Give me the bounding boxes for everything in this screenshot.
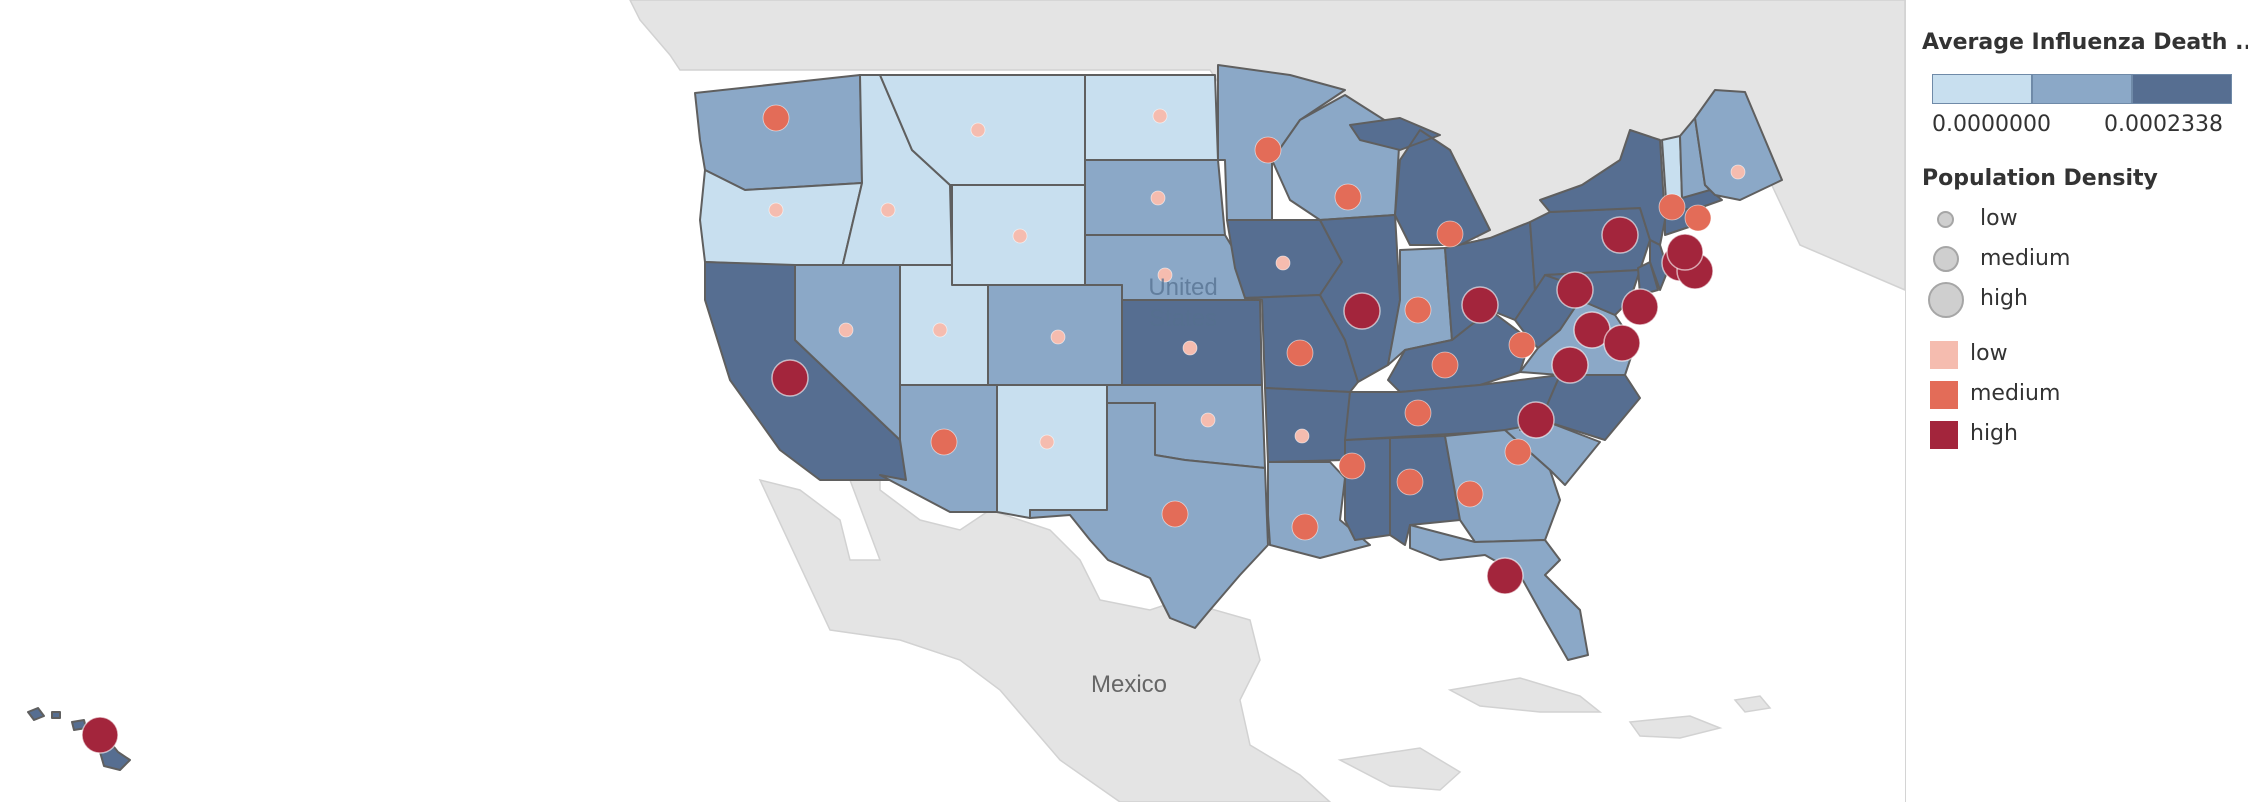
color-medium-swatch [1930,381,1958,409]
density-dot-de[interactable] [1603,324,1641,362]
size-high-label[interactable]: high [1980,286,2028,311]
state-mn[interactable] [1217,64,1346,221]
size-low-swatch [1937,211,1954,228]
density-dot-sc[interactable] [1504,438,1532,466]
rate-legend-title: Average Influenza Death ... [1922,30,2248,55]
density-dot-ne[interactable] [1157,267,1173,283]
density-dot-sd[interactable] [1150,190,1166,206]
density-dot-nj[interactable] [1621,288,1659,326]
us-map[interactable]: United States Mexico [0,0,1905,802]
state-la[interactable] [1267,461,1371,559]
rate-min-label: 0.0000000 [1932,112,2051,137]
density-dot-ma[interactable] [1666,233,1704,271]
density-dot-wy[interactable] [1012,228,1028,244]
density-dot-va[interactable] [1551,346,1589,384]
density-dot-ks[interactable] [1182,340,1198,356]
ramp-low [1932,74,2032,104]
state-nj[interactable] [1649,239,1669,291]
density-dot-fl[interactable] [1486,557,1524,595]
country-label-line1: United [1148,274,1217,301]
density-dot-al[interactable] [1396,468,1424,496]
density-dot-ut[interactable] [932,322,948,338]
density-dot-ia[interactable] [1275,255,1291,271]
rate-color-ramp[interactable] [1932,74,2232,104]
state-mi[interactable] [1349,117,1491,246]
density-dot-oh[interactable] [1461,286,1499,324]
density-dot-co[interactable] [1050,329,1066,345]
density-dot-nv[interactable] [838,322,854,338]
state-tx[interactable] [1029,402,1269,629]
mexico-label: Mexico [1091,671,1167,698]
legend-panel: Average Influenza Death ... 0.0000000 0.… [1905,0,2248,802]
state-nm[interactable] [996,384,1108,519]
density-dot-ca[interactable] [771,359,809,397]
ramp-high [2132,74,2232,104]
state-vt[interactable] [1661,135,1683,201]
color-low-swatch [1930,341,1958,369]
density-dot-ms[interactable] [1338,452,1366,480]
state-wa[interactable] [694,74,863,191]
density-dot-az[interactable] [930,428,958,456]
state-ar[interactable] [1264,387,1351,463]
color-high-label[interactable]: high [1970,421,2018,446]
state-me[interactable] [1694,89,1783,201]
density-dot-tn[interactable] [1404,399,1432,427]
density-dot-wa[interactable] [762,104,790,132]
density-dot-la[interactable] [1291,513,1319,541]
density-dot-nm[interactable] [1039,434,1055,450]
density-dot-ar[interactable] [1294,428,1310,444]
density-dot-mo[interactable] [1286,339,1314,367]
color-medium-label[interactable]: medium [1970,381,2061,406]
color-low-label[interactable]: low [1970,341,2008,366]
size-low-label[interactable]: low [1980,206,2018,231]
density-dot-ny[interactable] [1601,216,1639,254]
density-dot-or[interactable] [768,202,784,218]
density-dot-vt[interactable] [1658,193,1686,221]
density-dot-nc[interactable] [1517,401,1555,439]
state-de[interactable] [1637,261,1659,296]
size-high-swatch [1928,282,1964,318]
density-dot-id[interactable] [880,202,896,218]
state-hi[interactable] [27,707,131,771]
density-dot-ga[interactable] [1456,480,1484,508]
density-dots-layer[interactable] [81,104,1746,754]
state-fl[interactable] [1409,524,1589,661]
density-dot-mi[interactable] [1436,220,1464,248]
density-legend-title: Population Density [1922,166,2158,191]
density-dot-il[interactable] [1343,292,1381,330]
rate-max-label: 0.0002338 [2104,112,2223,137]
density-dot-pa[interactable] [1556,271,1594,309]
density-dot-nd[interactable] [1152,108,1168,124]
size-medium-swatch [1933,246,1959,272]
density-dot-mn[interactable] [1254,136,1282,164]
ramp-mid [2032,74,2132,104]
density-dot-in[interactable] [1404,296,1432,324]
density-dot-tx[interactable] [1161,500,1189,528]
country-label-line2: States [1149,305,1217,332]
density-dot-me[interactable] [1730,164,1746,180]
density-dot-nh[interactable] [1684,204,1712,232]
density-dot-wi[interactable] [1334,183,1362,211]
density-dot-mt[interactable] [970,122,986,138]
color-high-swatch [1930,421,1958,449]
density-dot-wv[interactable] [1508,331,1536,359]
density-dot-ok[interactable] [1200,412,1216,428]
state-nc[interactable] [1519,374,1641,441]
state-nd[interactable] [1084,74,1219,161]
density-dot-ky[interactable] [1431,351,1459,379]
size-medium-label[interactable]: medium [1980,246,2071,271]
density-dot-hi[interactable] [81,716,119,754]
